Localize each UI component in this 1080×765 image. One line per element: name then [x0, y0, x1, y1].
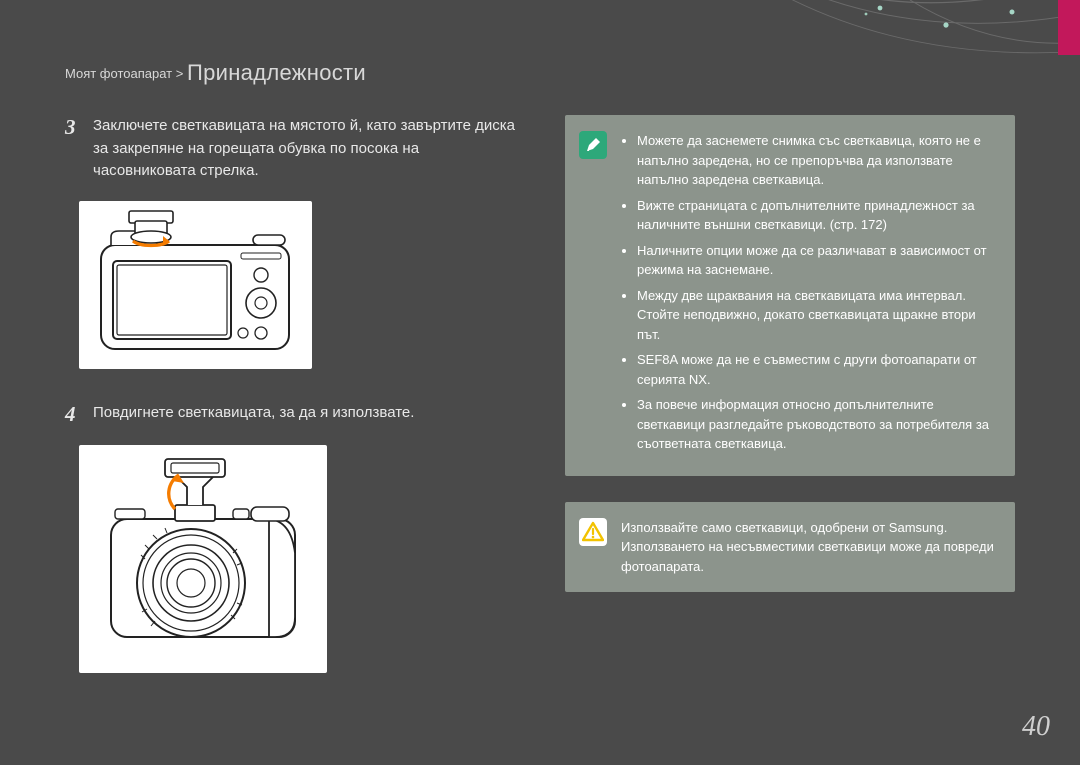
list-item: Между две щраквания на светкавицата има … — [637, 286, 997, 345]
side-tab — [1058, 0, 1080, 55]
breadcrumb: Моят фотоапарат > Принадлежности — [65, 60, 366, 86]
step-text: Повдигнете светкавицата, за да я използв… — [93, 402, 414, 427]
pen-icon — [579, 131, 607, 159]
breadcrumb-separator: > — [176, 66, 184, 81]
list-item: Вижте страницата с допълнителните принад… — [637, 196, 997, 235]
list-item: Наличните опции може да се различават в … — [637, 241, 997, 280]
list-item: Можете да заснемете снимка със светкавиц… — [637, 131, 997, 190]
step-number: 4 — [65, 402, 83, 427]
info-note-box: Можете да заснемете снимка със светкавиц… — [565, 115, 1015, 476]
figure-camera-back — [79, 201, 312, 369]
list-item: SEF8A може да не е съвместим с други фот… — [637, 350, 997, 389]
step-4: 4 Повдигнете светкавицата, за да я изпол… — [65, 402, 525, 427]
list-item: За повече информация относно допълнителн… — [637, 395, 997, 454]
page-number: 40 — [1022, 711, 1050, 743]
warning-box: Използвайте само светкавици, одобрени от… — [565, 502, 1015, 593]
decorative-swirls — [680, 0, 1080, 100]
figure-camera-front — [79, 445, 327, 673]
breadcrumb-current: Принадлежности — [187, 60, 366, 85]
step-text: Заключете светкавицата на мястото й, кат… — [93, 115, 525, 183]
breadcrumb-section: Моят фотоапарат — [65, 66, 172, 81]
info-note-list: Можете да заснемете снимка със светкавиц… — [637, 131, 997, 460]
step-number: 3 — [65, 115, 83, 183]
warning-icon — [579, 518, 607, 546]
step-3: 3 Заключете светкавицата на мястото й, к… — [65, 115, 525, 183]
warning-text: Използвайте само светкавици, одобрени от… — [621, 518, 997, 577]
